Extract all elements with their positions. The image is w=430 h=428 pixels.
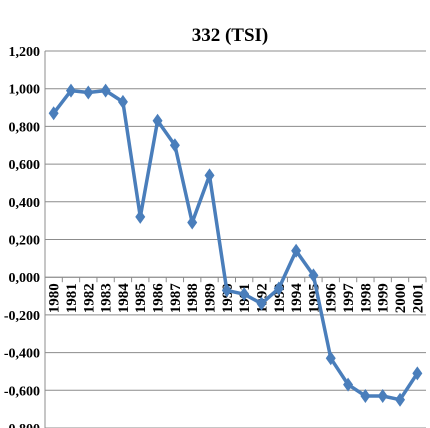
x-tick-label: 1999 — [376, 283, 392, 313]
data-point-marker — [204, 168, 215, 183]
data-point-marker — [221, 283, 232, 298]
y-tick-label: 0,800 — [9, 120, 41, 135]
y-tick-label: -0,600 — [4, 384, 40, 399]
x-tick-label: 1987 — [168, 283, 184, 314]
x-tick-label: 1983 — [99, 283, 115, 313]
y-tick-label: -0,200 — [4, 309, 40, 324]
data-point-marker — [325, 351, 336, 366]
data-point-marker — [135, 209, 146, 224]
y-tick-label: -0,800 — [4, 422, 40, 428]
x-tick-label: 1982 — [81, 283, 97, 313]
data-point-marker — [65, 83, 76, 98]
x-tick-label: 1984 — [116, 283, 132, 314]
x-tick-label: 1996 — [324, 283, 340, 314]
data-point-marker — [83, 85, 94, 100]
x-tick-label: 1980 — [47, 283, 63, 313]
series-line — [52, 88, 419, 402]
x-tick-label: 2000 — [393, 283, 409, 313]
chart-title: 332 (TSI) — [192, 25, 269, 46]
y-tick-label: 0,200 — [9, 234, 41, 249]
data-point-marker — [100, 83, 111, 98]
y-tick-label: -0,400 — [4, 347, 40, 362]
y-tick-label: 1,000 — [9, 83, 41, 98]
data-point-marker — [117, 94, 128, 109]
x-tick-label: 1986 — [151, 283, 167, 314]
data-point-marker — [291, 243, 302, 258]
x-tick-label: 2001 — [410, 283, 426, 313]
data-point-marker — [395, 392, 406, 407]
data-point-marker — [187, 215, 198, 230]
y-tick-label: 1,200 — [9, 45, 41, 60]
data-point-marker — [377, 388, 388, 403]
x-tick-label: 1988 — [185, 283, 201, 313]
data-point-marker — [308, 268, 319, 283]
data-point-marker — [412, 366, 423, 381]
data-point-marker — [343, 377, 354, 392]
data-point-marker — [239, 287, 250, 302]
x-tick-label: 1985 — [133, 283, 149, 313]
data-point-marker — [48, 106, 59, 121]
x-tick-label: 1997 — [341, 283, 357, 314]
y-tick-label: 0,000 — [9, 271, 41, 286]
x-tick-label: 1994 — [289, 283, 305, 314]
data-point-marker — [169, 138, 180, 153]
data-point-marker — [256, 296, 267, 311]
x-tick-label: 1989 — [203, 283, 219, 313]
x-tick-label: 1981 — [64, 283, 80, 313]
data-point-marker — [152, 113, 163, 128]
y-tick-label: 0,400 — [9, 196, 41, 211]
data-point-marker — [273, 281, 284, 296]
y-tick-label: 0,600 — [9, 158, 41, 173]
x-tick-label: 1998 — [358, 283, 374, 313]
data-point-marker — [360, 388, 371, 403]
